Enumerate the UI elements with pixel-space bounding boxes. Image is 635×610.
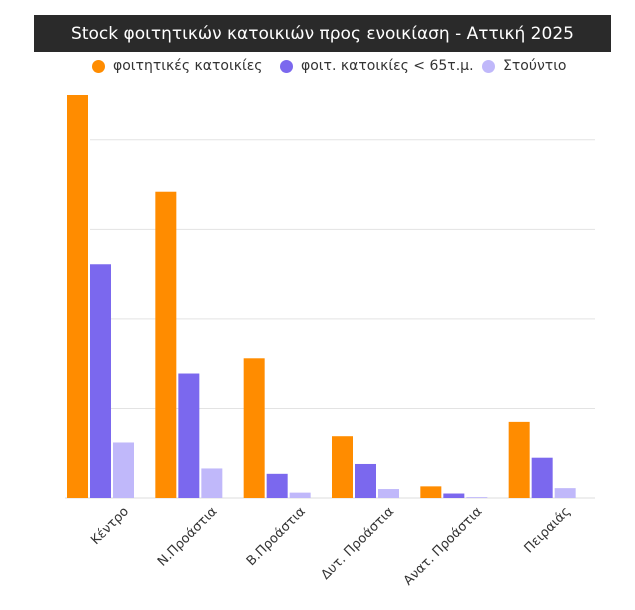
bar-studio[interactable] [554, 488, 576, 498]
bar-small-student-housing[interactable] [355, 463, 376, 498]
legend-swatch [280, 59, 293, 73]
legend-label: φοιτ. κατοικίες < 65τ.μ. [301, 58, 474, 74]
bar-student-housing[interactable] [420, 486, 442, 498]
x-tick-label: Κέντρο [88, 504, 132, 548]
bar-small-student-housing[interactable] [90, 264, 111, 498]
bar-small-student-housing[interactable] [443, 493, 465, 498]
chart-title: Stock φοιτητικών κατοικιών προς ενοικίασ… [34, 15, 611, 52]
bar-studio[interactable] [378, 489, 399, 498]
bar-studio[interactable] [289, 492, 311, 498]
legend-label: φοιτητικές κατοικίες [113, 58, 263, 74]
legend-swatch [92, 59, 105, 73]
bar-studio[interactable] [201, 468, 223, 498]
x-tick-label: Ν.Προάστια [155, 504, 220, 569]
legend-swatch [482, 59, 495, 73]
bar-student-housing[interactable] [332, 436, 353, 498]
x-tick-label: Δυτ. Προάστια [318, 504, 397, 583]
bar-student-housing[interactable] [155, 191, 177, 498]
x-tick-label: Ανατ. Προάστια [401, 504, 485, 588]
legend: φοιτητικές κατοικίες φοιτ. κατοικίες < 6… [0, 58, 635, 80]
bar-small-student-housing[interactable] [266, 473, 288, 498]
bar-student-housing[interactable] [508, 421, 530, 498]
bar-studio[interactable] [466, 497, 488, 498]
legend-item-studio[interactable]: Στούντιο [482, 58, 567, 74]
bar-small-student-housing[interactable] [178, 373, 200, 498]
bar-student-housing[interactable] [67, 95, 88, 498]
x-tick-label: Πειραιάς [522, 504, 574, 556]
bar-small-student-housing[interactable] [531, 457, 553, 498]
legend-item-student-housing[interactable]: φοιτητικές κατοικίες [92, 58, 262, 74]
x-tick-label: Β.Προάστια [244, 504, 309, 569]
legend-label: Στούντιο [503, 58, 567, 74]
bar-student-housing[interactable] [243, 358, 265, 498]
legend-item-small-student-housing[interactable]: φοιτ. κατοικίες < 65τ.μ. [280, 58, 474, 74]
bar-studio[interactable] [113, 442, 134, 498]
